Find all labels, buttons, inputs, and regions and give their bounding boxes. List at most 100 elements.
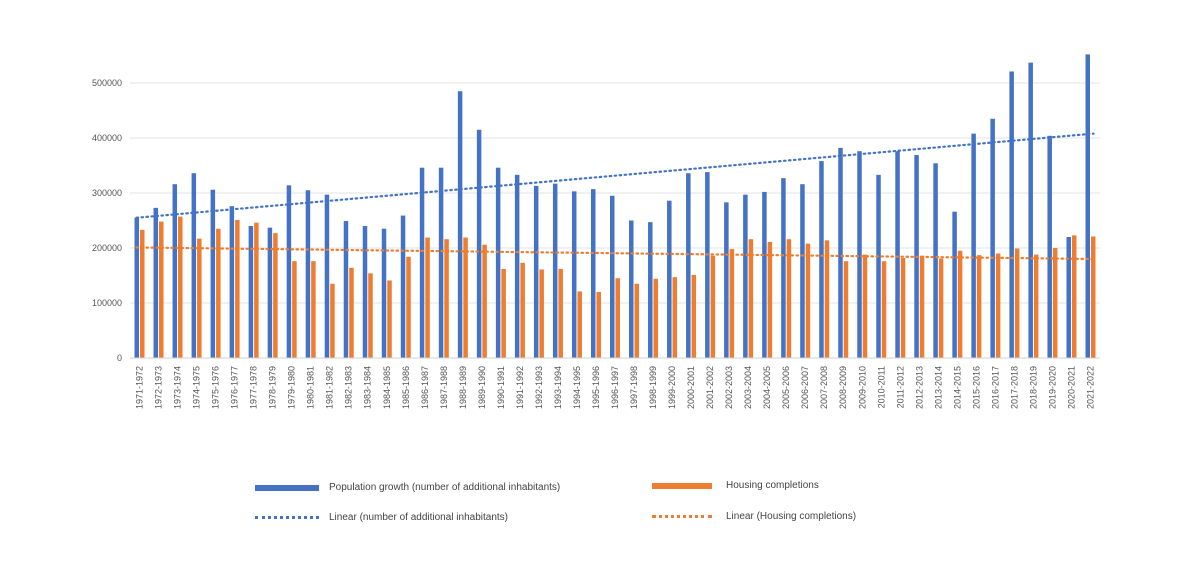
housing-bar	[805, 243, 811, 358]
housing-bar	[691, 274, 697, 358]
housing-bar	[235, 219, 240, 358]
x-tick-label: 1992-1993	[534, 366, 544, 409]
housing-bar	[786, 239, 792, 358]
housing-bar	[273, 233, 278, 358]
x-tick-label: 1995-1996	[591, 366, 601, 409]
x-tick-label: 2007-2008	[819, 366, 829, 409]
x-tick-label: 1972-1973	[154, 366, 164, 409]
population-bar	[134, 217, 140, 358]
housing-bar	[824, 240, 830, 358]
population-bar	[343, 221, 349, 358]
x-tick-label: 1981-1982	[325, 366, 335, 409]
population-bar	[267, 227, 273, 358]
x-tick-label: 2021-2022	[1085, 366, 1095, 409]
housing-bar	[729, 249, 735, 358]
x-tick-label: 2016-2017	[990, 366, 1000, 409]
population-bar	[400, 215, 406, 358]
housing-bar	[178, 216, 183, 358]
bars	[134, 54, 1096, 359]
x-tick-label: 1979-1980	[287, 366, 297, 409]
housing-bar	[938, 258, 944, 358]
housing-bar	[387, 280, 392, 358]
population-bar	[362, 226, 368, 358]
housing-bar	[425, 237, 430, 358]
legend-swatch-linear-population	[255, 516, 319, 519]
housing-bar	[710, 255, 716, 358]
housing-bar	[463, 237, 468, 358]
x-tick-label: 2001-2002	[705, 366, 715, 409]
trendlines	[135, 132, 1095, 261]
legend-swatch-housing	[652, 482, 712, 489]
population-bar	[800, 184, 805, 358]
x-tick-label: 1978-1979	[268, 366, 278, 409]
housing-bar	[558, 268, 563, 358]
x-tick-label: 2012-2013	[914, 366, 924, 409]
housing-bar	[349, 267, 354, 358]
x-tick-label: 2008-2009	[838, 366, 848, 409]
x-tick-label: 1999-2000	[667, 366, 677, 409]
x-tick-label: 2003-2004	[743, 366, 753, 409]
axes: 0 100000 200000 300000 400000 500000 1971-1972…	[92, 78, 1100, 409]
x-tick-label: 1988-1989	[458, 366, 468, 409]
housing-bar	[615, 278, 620, 358]
x-tick-label: 1973-1974	[173, 366, 183, 409]
population-bar	[895, 151, 900, 358]
x-tick-label: 2005-2006	[781, 366, 791, 409]
x-tick-label: 1989-1990	[477, 366, 487, 409]
housing-bar	[197, 238, 202, 358]
x-tick-label: 1975-1976	[211, 366, 221, 409]
population-bar	[476, 129, 482, 358]
housing-bar	[444, 239, 449, 358]
legend-label-housing: Housing completions	[726, 480, 819, 491]
housing-bar	[919, 255, 925, 358]
x-tick-label: 2010-2011	[876, 366, 886, 408]
housing-bar	[406, 256, 411, 358]
x-tick-label: 2006-2007	[800, 366, 810, 409]
x-tick-label: 1985-1986	[401, 366, 411, 409]
x-tick-label: 1993-1994	[553, 366, 563, 409]
x-tick-label: 2017-2018	[1009, 366, 1019, 409]
housing-bar	[995, 253, 1001, 358]
population-bar	[819, 161, 824, 358]
housing-bar	[311, 261, 316, 358]
population-bar	[305, 190, 311, 358]
population-bar	[876, 174, 881, 358]
y-tick-label: 500000	[92, 78, 122, 88]
legend-item-population: Population growth (number of additional …	[255, 482, 560, 493]
population-bar	[533, 185, 539, 358]
x-tick-label: 1983-1984	[363, 366, 373, 409]
population-bar	[990, 118, 995, 358]
population-trendline	[135, 132, 1095, 219]
x-tick-label: 1971-1972	[135, 366, 145, 409]
housing-bar	[1090, 236, 1096, 358]
x-tick-label: 2004-2005	[762, 366, 772, 409]
x-tick-label: 2000-2001	[686, 366, 696, 409]
population-bar	[762, 191, 767, 358]
population-bar	[191, 173, 197, 358]
population-bar	[495, 167, 501, 358]
population-bar	[857, 151, 862, 358]
x-tick-label: 2011-2012	[895, 366, 905, 408]
legend-label-linear-housing: Linear (Housing completions)	[726, 511, 857, 522]
population-bar	[571, 191, 577, 358]
population-bar	[172, 184, 178, 358]
x-tick-label: 2018-2019	[1028, 366, 1038, 409]
population-bar	[705, 172, 710, 358]
y-tick-label: 200000	[92, 243, 122, 253]
legend-label-linear-population: Linear (number of additional inhabitants…	[329, 512, 508, 523]
population-bar	[438, 167, 444, 358]
x-tick-label: 1980-1981	[306, 366, 316, 409]
population-bar	[648, 222, 653, 358]
population-bar	[686, 173, 691, 358]
x-tick-label: 1998-1999	[648, 366, 658, 409]
x-tick-label: 1996-1997	[610, 366, 620, 409]
population-bar	[610, 195, 615, 358]
population-bar	[552, 183, 558, 358]
housing-bar	[520, 262, 525, 358]
housing-bar	[1014, 248, 1020, 358]
population-bar	[381, 228, 387, 358]
x-tick-label: 1997-1998	[629, 366, 639, 409]
housing-bar	[748, 239, 754, 358]
